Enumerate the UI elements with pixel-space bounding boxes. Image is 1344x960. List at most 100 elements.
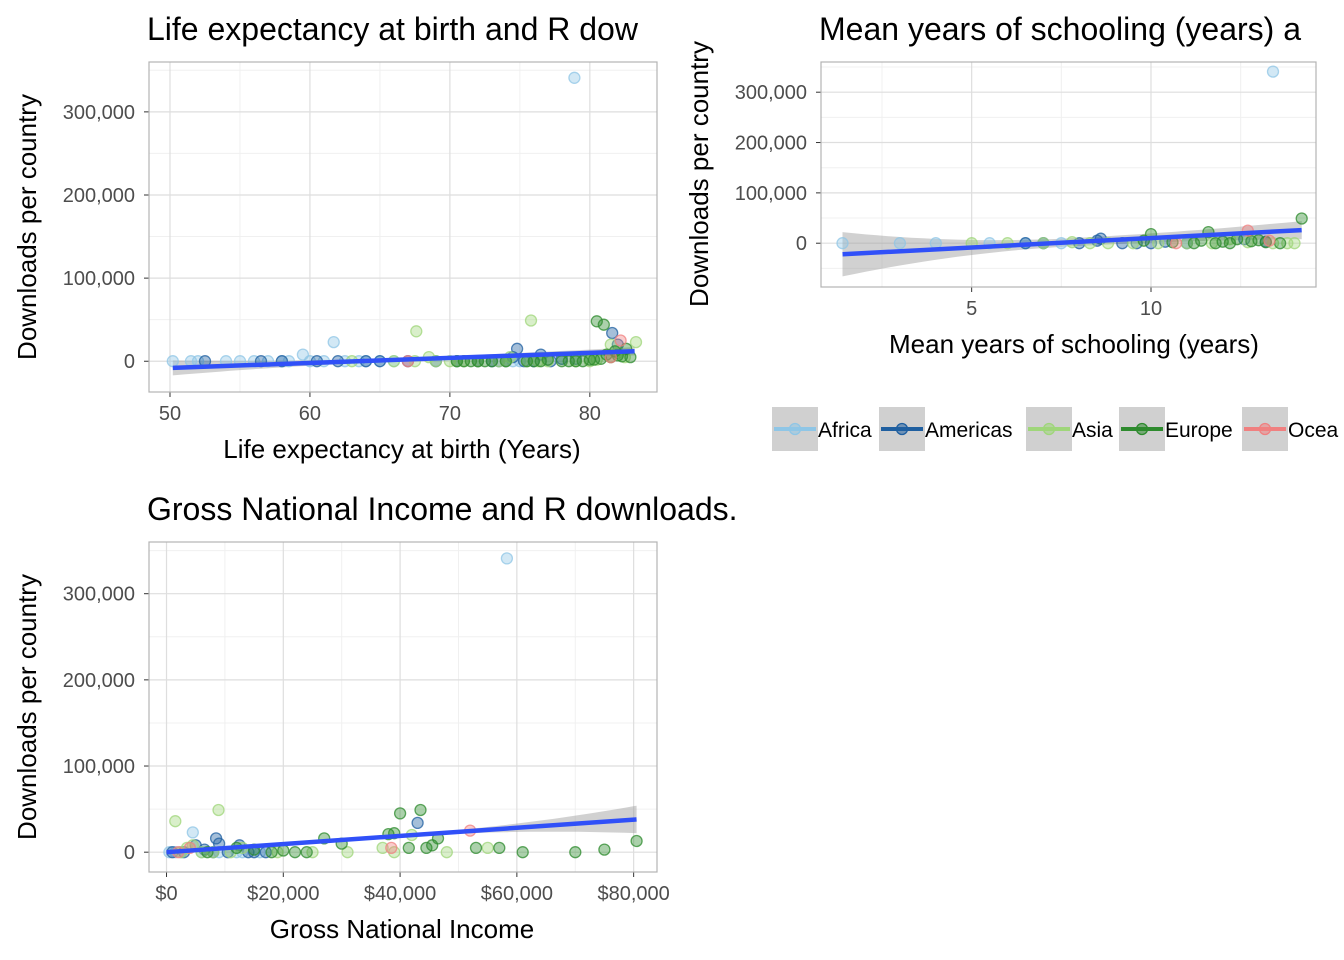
y-tick-label: 300,000 (63, 102, 135, 124)
y-tick-label: 200,000 (63, 185, 135, 207)
x-tick-label: $40,000 (364, 883, 436, 905)
y-tick-label: 300,000 (63, 584, 135, 606)
y-axis-title: Downloads per country (12, 94, 42, 360)
data-point-europe (288, 846, 302, 859)
data-point-europe (493, 841, 506, 855)
panel-title: Life expectancy at birth and R dow (147, 11, 639, 47)
legend-key-point (895, 422, 909, 436)
panel-gross-national-income: Gross National Income and R downloads. G… (12, 491, 738, 944)
data-point-americas (606, 326, 619, 340)
x-tick-label: 60 (299, 403, 321, 425)
data-point-europe (402, 841, 415, 855)
x-axis-title: Life expectancy at birth (Years) (223, 434, 580, 464)
legend-key-point (1258, 422, 1272, 436)
data-point-asia (376, 841, 389, 855)
data-point-europe (516, 846, 529, 859)
data-point-africa (166, 355, 179, 368)
y-tick-label: 0 (796, 233, 807, 255)
legend-item-europe: Europe (1119, 407, 1233, 451)
data-point-europe (469, 841, 483, 855)
x-tick-label: 50 (159, 403, 181, 425)
x-tick-label: 10 (1140, 298, 1162, 320)
gridlines (821, 62, 1316, 287)
gridlines (149, 542, 657, 872)
y-tick-label: 100,000 (63, 756, 135, 778)
data-point-europe (420, 841, 433, 855)
data-point-africa (186, 826, 199, 839)
data-point-asia (410, 325, 423, 338)
y-tick-label: 0 (124, 842, 135, 864)
y-tick-label: 100,000 (63, 268, 135, 290)
y-axis-title: Downloads per country (12, 574, 42, 840)
x-axis-title: Gross National Income (270, 914, 534, 944)
panel-schooling: Mean years of schooling (years) a Mean y… (684, 11, 1317, 359)
data-point-africa (568, 71, 581, 84)
legend-key-point (1042, 422, 1056, 436)
y-axis-title: Downloads per country (684, 41, 714, 307)
data-point-europe (1223, 237, 1237, 250)
x-tick-label: $0 (155, 883, 177, 905)
x-tick-label: 70 (439, 403, 461, 425)
data-point-europe (414, 803, 427, 817)
data-point-europe (393, 807, 407, 820)
y-tick-label: 100,000 (735, 183, 807, 205)
data-point-asia (169, 815, 182, 828)
panel-title: Mean years of schooling (years) a (819, 11, 1301, 47)
data-point-europe (1295, 212, 1308, 225)
data-point-europe (300, 846, 313, 859)
legend-label: Asia (1072, 419, 1113, 442)
legend: Africa Americas Asia Europe Ocea (772, 407, 1339, 451)
panel-border (148, 61, 658, 393)
x-tick-label: $80,000 (597, 883, 669, 905)
legend-key-point (788, 422, 802, 436)
x-tick-label: 80 (579, 403, 601, 425)
panel-life-expectancy: Life expectancy at birth and R dow Life … (12, 11, 658, 464)
data-point-oceania (385, 841, 398, 855)
plot-area (149, 62, 657, 392)
legend-label: Americas (925, 419, 1013, 442)
data-point-europe (569, 846, 582, 859)
data-point-americas (411, 816, 424, 830)
data-point-europe (590, 315, 603, 328)
y-tick-label: 300,000 (735, 82, 807, 104)
gridlines (149, 62, 657, 392)
legend-label: Europe (1165, 419, 1233, 442)
data-point-africa (893, 237, 907, 250)
y-tick-label: 0 (124, 351, 135, 373)
data-point-asia (440, 846, 453, 859)
data-point-europe (598, 843, 611, 856)
data-point-asia (1288, 237, 1301, 250)
data-point-oceania (1169, 237, 1183, 250)
data-point-africa (1266, 65, 1280, 78)
fit-line (172, 349, 635, 371)
data-point-oceania (1263, 234, 1276, 247)
x-tick-label: $20,000 (247, 883, 319, 905)
data-point-europe (265, 846, 278, 859)
legend-label: Ocea (1288, 419, 1339, 442)
panel-border (148, 541, 658, 873)
data-point-europe (1273, 237, 1287, 250)
x-axis-title: Mean years of schooling (years) (889, 329, 1259, 359)
data-point-europe (597, 318, 610, 331)
data-point-africa (500, 552, 514, 565)
data-point-asia (212, 803, 225, 817)
data-point-africa (327, 335, 340, 349)
data-point-europe (277, 844, 290, 857)
legend-key-point (1135, 422, 1149, 436)
fit-line (842, 227, 1302, 257)
legend-item-asia: Asia (1026, 407, 1113, 451)
y-tick-label: 200,000 (735, 133, 807, 155)
data-point-asia (481, 841, 494, 855)
x-tick-label: $60,000 (481, 883, 553, 905)
plot-area (149, 542, 657, 872)
legend-item-oceania: Ocea (1242, 407, 1339, 451)
legend-item-africa: Africa (772, 407, 872, 451)
data-point-asia (524, 314, 538, 327)
legend-label: Africa (818, 419, 872, 442)
data-point-oceania (614, 334, 627, 347)
panel-title: Gross National Income and R downloads. (147, 491, 738, 527)
x-tick-label: 5 (966, 298, 977, 320)
data-point-africa (836, 237, 849, 250)
panel-border (820, 61, 1317, 288)
